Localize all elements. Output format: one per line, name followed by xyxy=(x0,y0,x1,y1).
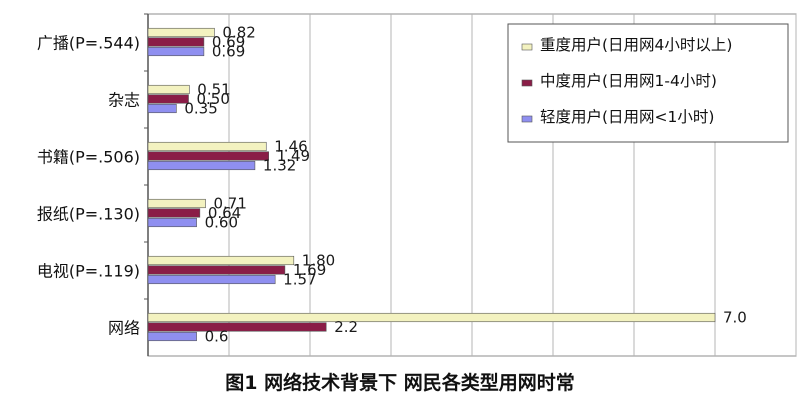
value-label: 0.60 xyxy=(205,213,238,231)
bar xyxy=(147,217,197,228)
legend-swatch xyxy=(521,79,533,87)
bar xyxy=(147,94,189,104)
category-label: 广播(P=.544) xyxy=(37,34,140,53)
category-label: 电视(P=.119) xyxy=(37,262,140,281)
bar xyxy=(147,103,177,114)
bar-chart: 0.820.690.69 0.510.500.35 1.461.491.32 0.71… xyxy=(37,13,797,357)
category-label: 网络 xyxy=(108,319,140,338)
legend: 重度用户(日用网4小时以上) 中度用户(日用网1-4小时) 轻度用户(日用网<1小时… xyxy=(507,23,789,143)
bar xyxy=(147,255,295,266)
bar xyxy=(147,160,256,171)
bar xyxy=(147,198,206,209)
category-label: 报纸(P=.130) xyxy=(37,205,140,224)
bar xyxy=(147,274,276,285)
legend-swatch xyxy=(521,115,533,123)
value-label: 0.6 xyxy=(205,327,229,345)
value-label: 0.69 xyxy=(212,33,245,51)
bar xyxy=(147,37,205,47)
value-label: 1.49 xyxy=(277,147,310,165)
bars-group xyxy=(147,27,716,342)
value-label: 2.2 xyxy=(334,318,358,336)
value-label: 0.50 xyxy=(197,90,230,108)
value-label: 0.51 xyxy=(197,80,230,98)
bar xyxy=(147,84,190,95)
legend-swatch xyxy=(521,43,533,51)
legend-label: 轻度用户(日用网<1小时) xyxy=(540,108,714,126)
bar xyxy=(147,27,215,38)
value-label: 1.32 xyxy=(263,156,296,174)
value-label: 1.69 xyxy=(293,261,326,279)
legend-box xyxy=(507,23,789,143)
value-label: 7.0 xyxy=(723,308,747,326)
bar xyxy=(147,331,197,342)
bar xyxy=(147,208,201,218)
value-label: 0.69 xyxy=(212,42,245,60)
value-label: 0.35 xyxy=(184,99,217,117)
figure-caption: 图1 网络技术背景下 网民各类型用网时常 xyxy=(225,372,575,394)
category-label: 杂志 xyxy=(108,91,140,110)
bar xyxy=(147,46,205,57)
value-label: 0.82 xyxy=(222,23,255,41)
bar xyxy=(147,151,269,161)
value-label: 1.46 xyxy=(274,137,307,155)
legend-label: 中度用户(日用网1-4小时) xyxy=(540,72,717,90)
value-labels: 0.820.690.69 0.510.500.35 1.461.491.32 0.71… xyxy=(184,23,747,345)
value-label: 1.80 xyxy=(302,251,335,269)
legend-label: 重度用户(日用网4小时以上) xyxy=(540,36,732,54)
category-label: 书籍(P=.506) xyxy=(37,148,140,167)
bar xyxy=(147,141,267,152)
value-label: 0.64 xyxy=(208,204,241,222)
bar xyxy=(147,322,327,332)
value-label: 1.57 xyxy=(283,270,316,288)
value-label: 0.71 xyxy=(214,194,247,212)
bar xyxy=(147,312,716,323)
bar xyxy=(147,265,286,275)
